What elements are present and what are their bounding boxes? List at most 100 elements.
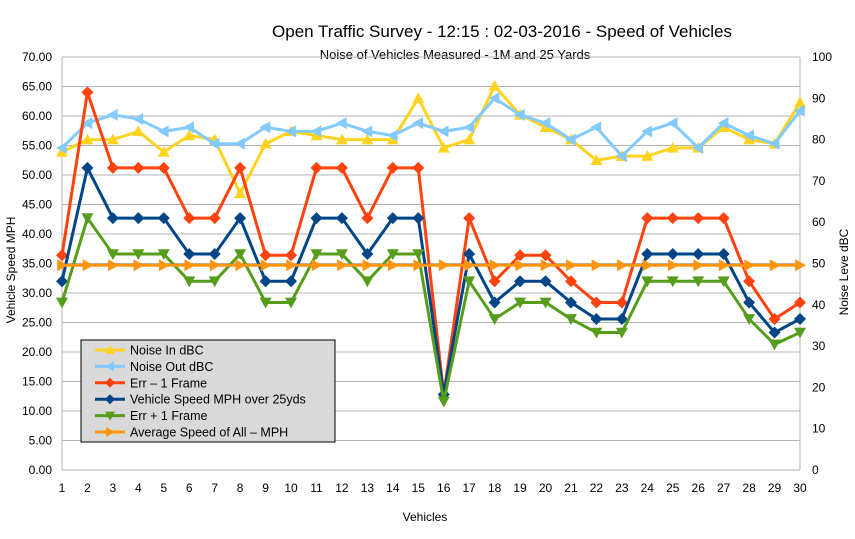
x-tick-label: 5 [160,481,167,495]
series-4 [56,213,806,408]
legend-label: Noise Out dBC [130,360,213,374]
y-right-tick-label: 70 [812,174,826,188]
data-point [463,248,476,261]
x-tick-label: 4 [135,481,142,495]
data-point [234,249,247,261]
data-point [337,259,348,272]
legend: Noise In dBC Noise Out dBC Err – 1 Frame Ve… [80,339,336,443]
data-point [310,125,322,138]
data-point [515,259,527,272]
data-point [310,249,323,261]
x-tick-label: 18 [488,481,502,495]
data-point [463,121,474,134]
x-tick-label: 17 [462,481,476,495]
x-tick-label: 26 [692,481,706,495]
data-point [386,129,398,142]
y-left-tick-label: 5.00 [29,434,53,448]
data-point [463,212,476,225]
data-point [157,212,170,225]
y-left-tick-label: 60.00 [22,109,52,123]
data-point [539,275,552,288]
data-point [437,141,450,153]
data-point [591,259,603,272]
data-point [106,108,118,121]
data-point [666,212,679,225]
legend-label: Err – 1 Frame [130,376,207,390]
y-left-tick-label: 0.00 [29,463,53,477]
data-point [590,327,603,339]
data-point [157,125,169,138]
series-2 [56,86,806,401]
data-point [641,276,654,288]
y-axis-left-ticks: 0.00 5.00 10.00 15.00 20.00 25.00 30.00 35.00 40… [22,50,52,477]
legend-label: Err + 1 Frame [130,409,207,423]
data-point [208,276,221,288]
data-point [488,79,501,91]
data-point [615,296,628,309]
legend-swatch-marker [105,361,114,372]
data-point [590,154,603,166]
y-left-tick-label: 50.00 [22,168,52,182]
data-point [488,296,501,309]
data-point [106,212,119,225]
data-point [539,121,552,133]
data-point [615,327,628,339]
data-point [235,259,247,272]
legend-swatch-marker [105,345,115,354]
data-point [56,297,68,309]
data-point [183,248,196,261]
data-point [641,212,654,225]
y-axis-right-ticks: 0 10 20 30 40 50 60 70 80 90 100 [812,50,832,477]
data-point [692,248,705,261]
data-point [158,259,170,272]
y-right-tick-label: 0 [812,463,819,477]
data-point [794,312,806,325]
data-point [437,125,449,138]
data-point [666,141,679,153]
data-point [412,249,425,261]
data-point [794,96,806,108]
data-point [539,249,552,262]
legend-swatch-marker [105,377,115,388]
data-point [438,259,450,272]
data-point [744,259,756,272]
data-point [386,133,399,145]
series-5 [57,259,806,272]
y-left-tick-label: 25.00 [22,316,52,330]
data-point [361,212,374,225]
data-point [335,117,347,130]
data-point [285,275,298,288]
data-point [540,259,552,272]
data-point [183,129,196,141]
x-tick-label: 14 [386,481,400,495]
y-left-tick-label: 20.00 [22,345,52,359]
data-point [157,249,170,261]
data-point [157,161,170,174]
y-left-tick-label: 10.00 [22,404,52,418]
data-point [108,259,119,272]
data-point [488,314,501,325]
data-point [795,259,806,272]
data-point [361,125,373,138]
y-left-tick-label: 15.00 [22,375,52,389]
data-point [692,276,705,288]
data-point [666,276,679,288]
y-axis-left-label: Vehicle Speed MPH [4,217,18,324]
data-point [463,276,476,288]
x-tick-label: 9 [262,481,269,495]
data-point [717,117,729,130]
data-point [768,137,780,150]
data-point [564,275,577,288]
data-point [335,161,348,174]
data-point [768,312,781,325]
data-point [132,125,145,137]
data-point [56,249,68,262]
data-point [539,297,552,309]
data-point [285,249,298,262]
data-point [743,296,756,309]
data-point [539,117,551,130]
data-point [437,396,450,408]
data-point [642,259,654,272]
data-point [335,212,348,225]
legend-label: Noise In dBC [130,344,204,358]
